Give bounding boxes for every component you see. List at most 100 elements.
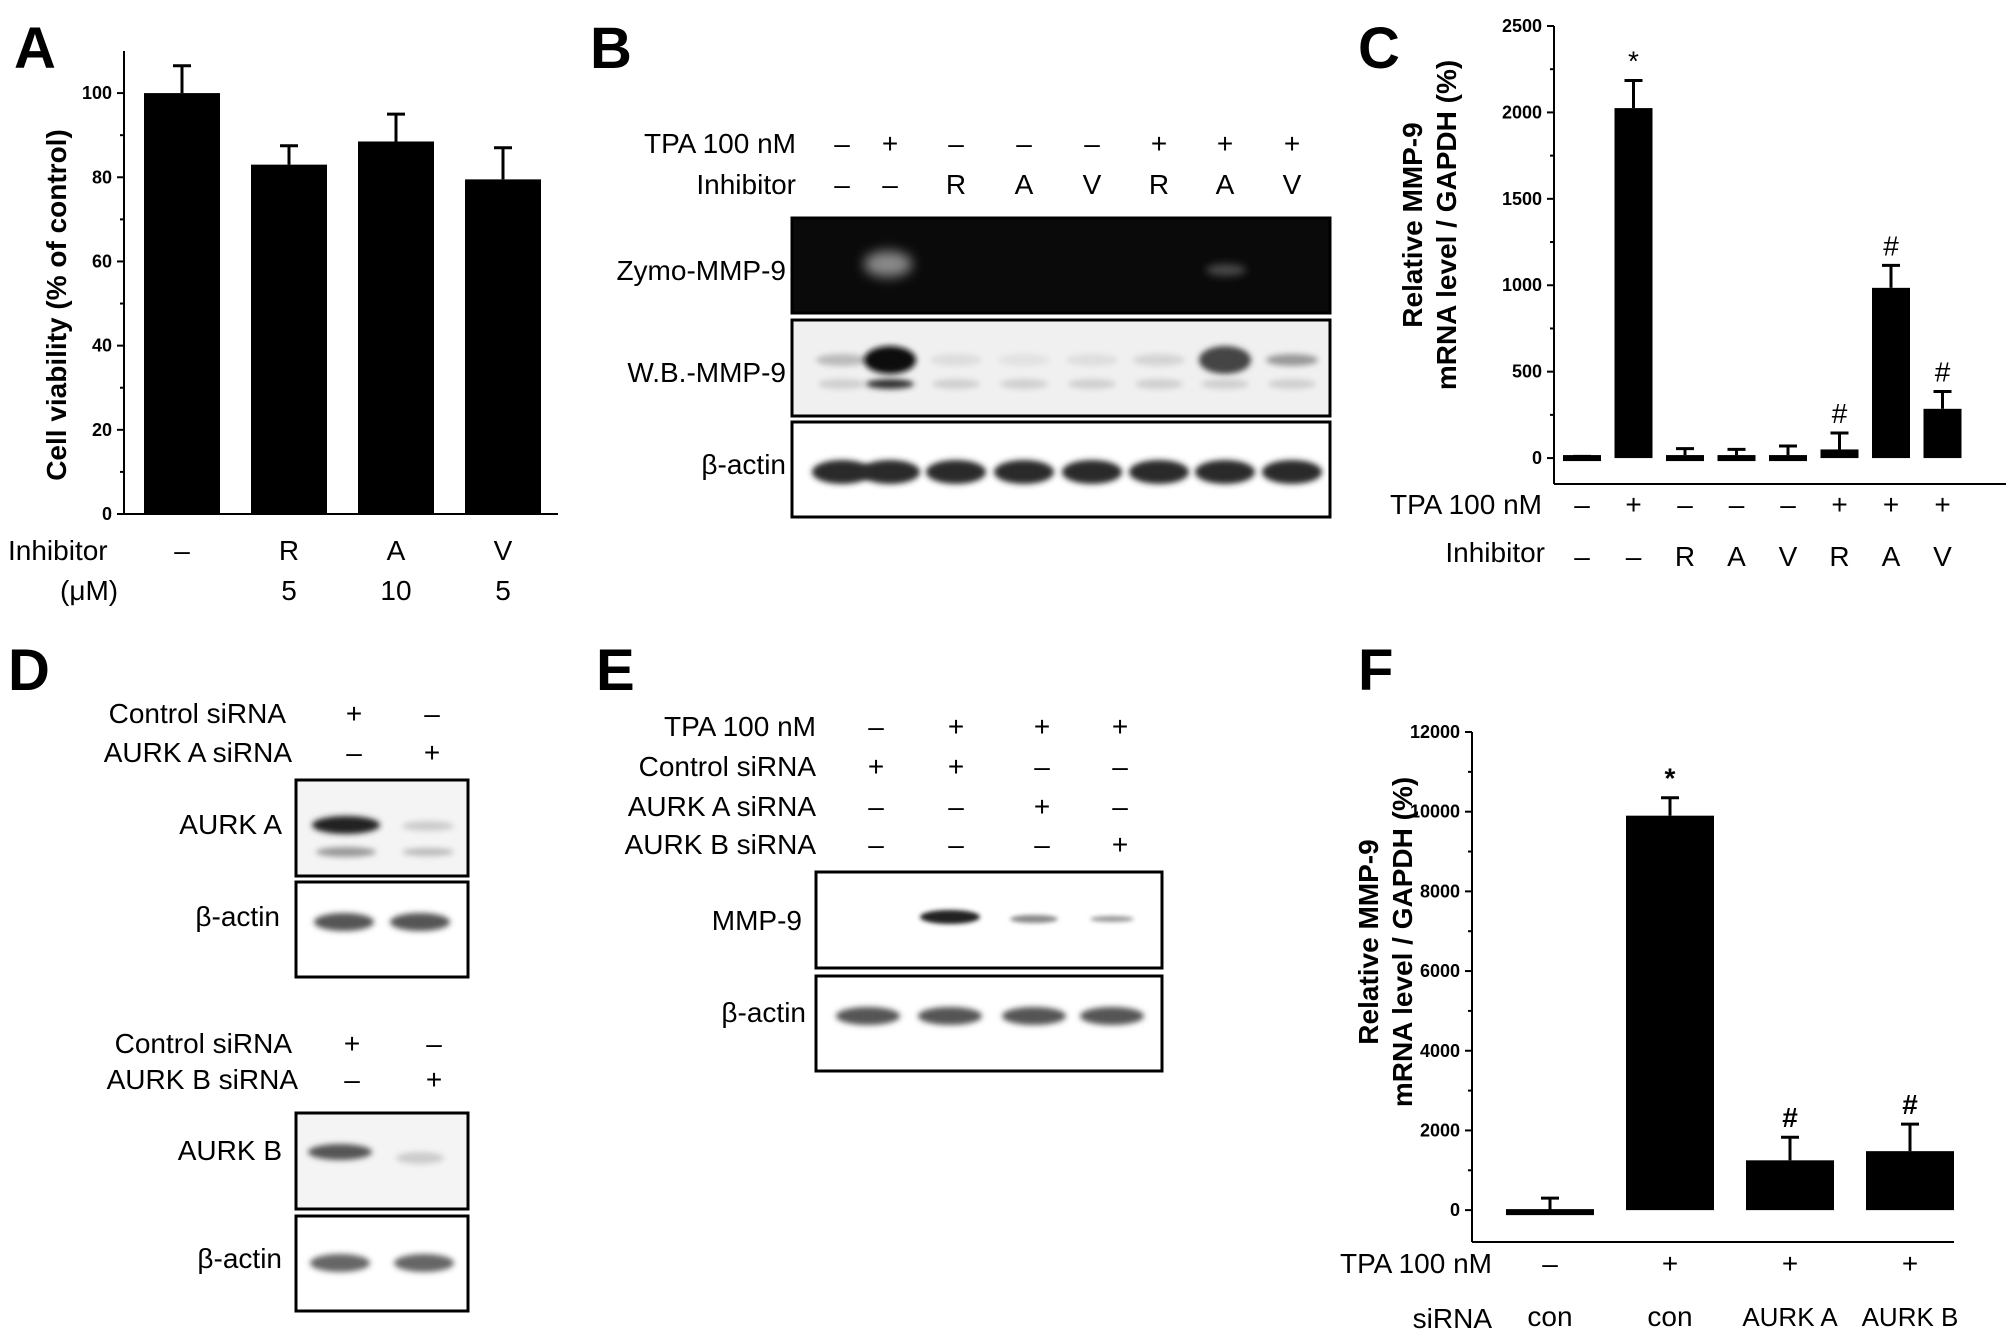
sign: –	[1034, 829, 1050, 860]
blot-label-actin-b: β-actin	[701, 449, 786, 480]
aurkb-faint-band	[396, 1152, 444, 1164]
y-tick-label: 6000	[1420, 961, 1460, 981]
actin-band	[812, 460, 872, 484]
inhibitor-label: R	[1149, 169, 1169, 200]
sirna-label: con	[1647, 1301, 1692, 1332]
sign: –	[868, 829, 884, 860]
sirna-label: con	[1527, 1301, 1572, 1332]
significance-marker: *	[1628, 45, 1639, 76]
sign: –	[948, 791, 964, 822]
bar	[1872, 287, 1910, 459]
y-tick-label: 20	[92, 420, 112, 440]
actin-band	[1262, 460, 1322, 484]
sirna-label: AURK A	[1742, 1302, 1838, 1332]
tpa-sign: +	[1782, 1248, 1798, 1279]
wb-lower-band	[1135, 379, 1183, 389]
inhibitor-label: A	[1727, 541, 1746, 572]
tpa-sign: +	[1151, 128, 1167, 159]
blot-label-actin-d-top: β-actin	[195, 901, 280, 932]
actin-band	[1002, 1007, 1066, 1025]
blot-label-aurka: AURK A	[179, 809, 282, 840]
y-tick-label: 4000	[1420, 1041, 1460, 1061]
panel-b-inhibitor-label: Inhibitor	[696, 169, 796, 200]
panel-label-e: E	[596, 638, 635, 703]
blot-label-actin-e: β-actin	[721, 997, 806, 1028]
tpa-sign: +	[1831, 489, 1847, 520]
chart-c: Relative MMP-9 mRNA level / GAPDH (%) TP…	[1390, 16, 2006, 572]
wb-band	[1199, 346, 1251, 374]
panel-label-f: F	[1358, 638, 1393, 703]
y-tick-label: 40	[92, 336, 112, 356]
sign: +	[1112, 829, 1128, 860]
chart-f-ylabel-line2: mRNA level / GAPDH (%)	[1387, 777, 1418, 1107]
inhibitor-label: V	[1083, 169, 1102, 200]
chart-c-ylabel-line1: Relative MMP-9	[1397, 122, 1428, 327]
y-tick-label: 8000	[1420, 881, 1460, 901]
tpa-sign: –	[1677, 489, 1693, 520]
bar	[144, 93, 220, 514]
tpa-sign: –	[1780, 489, 1796, 520]
inhibitor-label: V	[1283, 169, 1302, 200]
sign: –	[1112, 751, 1128, 782]
panel-label-b: B	[590, 16, 632, 81]
d-top-row-aurka: AURK A siRNA	[104, 737, 293, 768]
bar	[1820, 449, 1859, 459]
sign: –	[868, 711, 884, 742]
blot-label-actin-d-bottom: β-actin	[197, 1243, 282, 1274]
chart-f-ylabel-line1: Relative MMP-9	[1353, 839, 1384, 1044]
aurka-faint-band	[402, 821, 454, 831]
bar	[1923, 408, 1962, 459]
actin-band	[926, 460, 986, 484]
sign: +	[344, 1028, 360, 1059]
significance-marker: #	[1883, 230, 1899, 261]
tpa-sign: +	[1883, 489, 1899, 520]
bar	[1626, 815, 1714, 1211]
zymo-band	[1206, 264, 1246, 276]
bar	[1563, 455, 1601, 462]
d-top-row-control: Control siRNA	[109, 698, 287, 729]
aurka-faint-band	[316, 847, 376, 857]
chart-f-row-label-tpa: TPA 100 nM	[1340, 1248, 1492, 1279]
wb-band	[998, 354, 1050, 366]
inhibitor-label: R	[1675, 541, 1695, 572]
chart-a-row-label-inhibitor: Inhibitor	[8, 535, 108, 566]
aurkb-blot	[294, 1111, 470, 1211]
d-bottom-row-control: Control siRNA	[115, 1028, 293, 1059]
wb-lower-band	[1268, 379, 1316, 389]
e-row-label: Control siRNA	[639, 751, 817, 782]
sign: –	[948, 829, 964, 860]
bar	[1614, 108, 1653, 459]
inhibitor-label: R	[1829, 541, 1849, 572]
sirna-label: AURK B	[1862, 1302, 1959, 1332]
panel-label-c: C	[1358, 16, 1400, 81]
chart-c-row-label-tpa: TPA 100 nM	[1390, 489, 1542, 520]
bar	[1769, 455, 1807, 462]
wb-band	[1133, 354, 1185, 366]
panel-label-a: A	[14, 16, 56, 81]
actin-band	[860, 460, 920, 484]
sign: –	[344, 1064, 360, 1095]
bar	[465, 179, 541, 515]
sign: +	[948, 751, 964, 782]
significance-marker: #	[1935, 357, 1951, 388]
chart-c-ylabel-line2: mRNA level / GAPDH (%)	[1431, 60, 1462, 390]
e-row-label: AURK A siRNA	[628, 791, 817, 822]
tpa-sign: –	[1542, 1248, 1558, 1279]
inhibitor-label: –	[1574, 541, 1590, 572]
tpa-sign: +	[1934, 489, 1950, 520]
wb-band	[1066, 354, 1118, 366]
x-dose-label: 5	[495, 575, 511, 606]
panel-d: Control siRNA AURK A siRNA + – – + AURK …	[104, 698, 470, 1313]
wb-lower-band	[1068, 379, 1116, 389]
wb-lower-band	[1201, 379, 1249, 389]
sign: +	[426, 1064, 442, 1095]
significance-marker: *	[1665, 763, 1676, 794]
wb-lower-band	[818, 379, 866, 389]
tpa-sign: –	[1016, 128, 1032, 159]
chart-f: Relative MMP-9 mRNA level / GAPDH (%) TP…	[1340, 722, 1958, 1333]
tpa-sign: +	[1284, 128, 1300, 159]
tpa-sign: –	[1729, 489, 1745, 520]
sign: +	[948, 711, 964, 742]
y-tick-label: 2000	[1420, 1120, 1460, 1140]
